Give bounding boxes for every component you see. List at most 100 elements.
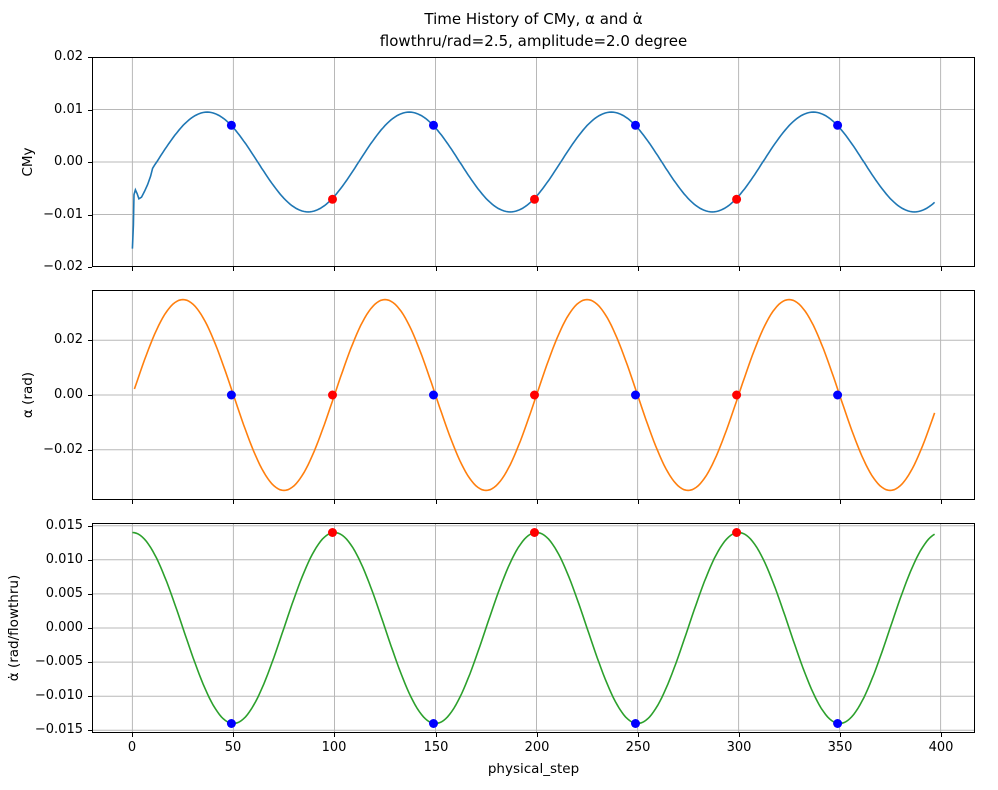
x-tick-label: 150 (423, 740, 449, 755)
figure-title: Time History of CMy, α and α̇ flowthru/r… (92, 8, 975, 52)
marker-blue-alpha (631, 390, 640, 400)
subplot-alpha (92, 290, 975, 500)
y-tick-mark (88, 57, 92, 58)
marker-blue-cmy (429, 120, 438, 130)
y-axis-label-alpha-dot: α̇ (rad/flowthru) (6, 574, 22, 682)
y-tick-mark (88, 559, 92, 561)
x-tick-mark (436, 733, 437, 737)
marker-red-alpha-dot (732, 528, 742, 537)
y-tick-mark (88, 109, 92, 111)
subplot-alpha-dot-canvas (92, 523, 975, 733)
x-tick-label: 100 (321, 740, 347, 755)
x-tick-mark (840, 500, 841, 504)
y-tick-mark (88, 730, 92, 732)
y-tick-label-alpha-dot: −0.010 (34, 688, 83, 704)
axes-frame (92, 57, 975, 267)
x-tick-mark (233, 733, 234, 737)
x-tick-label: 200 (524, 740, 550, 755)
marker-red-alpha (328, 390, 337, 400)
marker-blue-alpha-dot (833, 719, 843, 728)
y-tick-label-cmy: 0.01 (54, 101, 83, 117)
figure-title-line2: flowthru/rad=2.5, amplitude=2.0 degree (379, 32, 688, 50)
y-tick-mark (88, 593, 92, 595)
x-tick-label: 400 (928, 740, 954, 755)
marker-blue-alpha (833, 390, 843, 400)
series-line-cmy (131, 111, 936, 249)
marker-red-cmy (328, 194, 337, 204)
x-tick-mark (739, 267, 740, 271)
subplot-cmy (92, 57, 975, 267)
marker-blue-cmy (833, 120, 843, 130)
y-tick-mark (88, 628, 92, 629)
y-tick-mark (88, 340, 92, 342)
x-tick-mark (334, 267, 335, 271)
subplot-cmy-canvas (92, 57, 975, 267)
x-tick-mark (941, 267, 942, 271)
x-tick-label: 50 (224, 740, 242, 755)
y-tick-mark (88, 162, 92, 163)
x-tick-mark (537, 267, 538, 271)
x-tick-label: 300 (726, 740, 752, 755)
y-tick-label-alpha-dot: 0.015 (45, 517, 83, 533)
subplot-alpha-canvas (92, 290, 975, 500)
x-tick-mark (840, 267, 841, 271)
axes-frame (92, 290, 975, 500)
y-tick-label-cmy: 0.00 (54, 154, 83, 169)
x-tick-mark (233, 500, 234, 504)
y-tick-label-alpha-dot: −0.005 (34, 654, 83, 670)
y-tick-mark (88, 696, 92, 698)
x-tick-mark (334, 500, 335, 504)
marker-red-alpha (732, 390, 742, 400)
x-tick-label: 350 (827, 740, 853, 755)
x-tick-mark (132, 500, 133, 504)
y-tick-label-alpha: −0.02 (43, 441, 83, 457)
y-tick-mark (88, 662, 92, 664)
y-tick-label-cmy: −0.01 (43, 206, 83, 222)
y-tick-mark (88, 214, 92, 216)
x-tick-mark (638, 267, 639, 271)
x-tick-mark (537, 733, 538, 737)
x-tick-mark (233, 267, 234, 271)
x-tick-mark (941, 500, 942, 504)
y-tick-label-alpha-dot: 0.010 (45, 551, 83, 567)
x-tick-mark (436, 500, 437, 504)
y-tick-label-alpha-dot: 0.000 (45, 620, 83, 635)
y-tick-mark (88, 395, 92, 396)
y-tick-label-cmy: 0.02 (54, 49, 83, 64)
marker-red-cmy (732, 194, 742, 204)
axes-frame (92, 523, 975, 733)
x-tick-mark (132, 267, 133, 271)
y-tick-label-alpha-dot: −0.015 (34, 722, 83, 738)
x-tick-mark (436, 267, 437, 271)
y-axis-label-cmy: CMy (20, 147, 36, 177)
marker-blue-cmy (631, 120, 640, 130)
x-tick-mark (638, 733, 639, 737)
marker-red-cmy (530, 194, 539, 204)
marker-blue-alpha-dot (226, 719, 236, 728)
marker-red-alpha (530, 390, 539, 400)
y-tick-label-alpha: 0.02 (54, 332, 83, 348)
x-tick-mark (132, 733, 133, 737)
y-tick-mark (88, 267, 92, 268)
y-axis-label-alpha: α (rad) (20, 371, 36, 419)
x-tick-label: 250 (625, 740, 651, 755)
x-tick-mark (537, 500, 538, 504)
marker-red-alpha-dot (328, 528, 337, 537)
marker-blue-alpha (226, 390, 236, 400)
y-tick-mark (88, 449, 92, 451)
x-axis-label: physical_step (487, 761, 580, 777)
subplot-alpha-dot (92, 523, 975, 733)
x-tick-mark (638, 500, 639, 504)
x-tick-mark (739, 733, 740, 737)
series-line-alpha (133, 298, 936, 492)
marker-blue-alpha-dot (631, 719, 640, 728)
x-tick-label: 0 (127, 740, 137, 755)
marker-blue-cmy (226, 120, 236, 130)
y-tick-label-alpha-dot: 0.005 (45, 585, 83, 601)
marker-blue-alpha (429, 390, 438, 400)
y-tick-label-alpha: 0.00 (54, 387, 83, 402)
x-tick-mark (334, 733, 335, 737)
x-tick-mark (840, 733, 841, 737)
y-tick-mark (88, 525, 92, 527)
